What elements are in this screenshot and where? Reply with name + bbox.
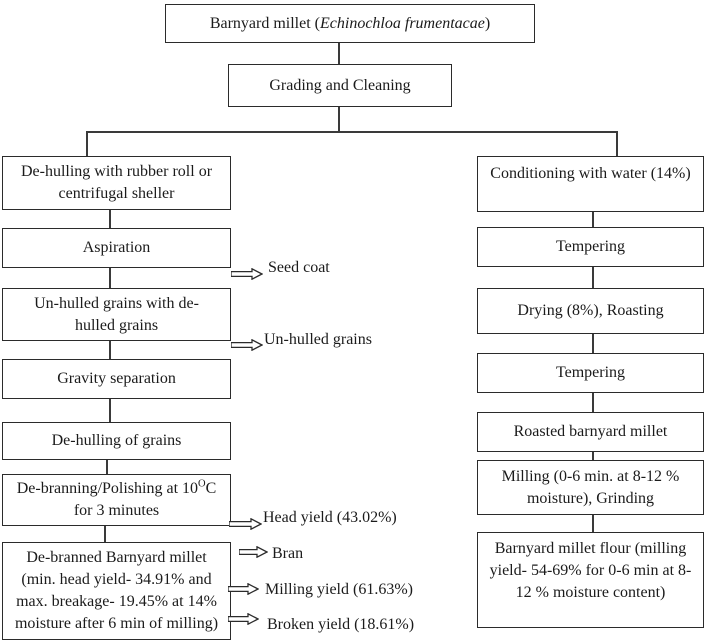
connector-line	[109, 399, 111, 422]
box-text-line: hulled grains	[74, 316, 159, 334]
box-text-line: Tempering	[555, 364, 626, 381]
connector-line	[616, 131, 618, 156]
connector-line	[338, 43, 340, 64]
connector-line	[338, 107, 340, 131]
flow-box-dehulling-grains: De-hulling of grains	[2, 422, 231, 460]
flow-box-tempering-2: Tempering	[477, 353, 704, 393]
box-text-line: Gravity separation	[57, 370, 176, 387]
output-label-milling-yield: Milling yield (61.63%)	[265, 581, 413, 598]
connector-line	[86, 131, 618, 133]
connector-line	[592, 452, 594, 460]
block-arrow-icon	[239, 546, 268, 558]
flow-box-aspiration: Aspiration	[2, 228, 231, 268]
flow-box-tempering-1: Tempering	[477, 227, 704, 267]
box-text-line: Aspiration	[82, 239, 151, 256]
connector-line	[104, 526, 106, 542]
flow-box-milling-grinding: Milling (0-6 min. at 8-12 % moisture), G…	[477, 460, 704, 515]
box-text-line: De-branning/Polishing at 10OC	[16, 478, 217, 497]
box-text-line: Roasted barnyard millet	[513, 423, 668, 440]
box-text-line: Milling (0-6 min. at 8-12 %	[501, 467, 680, 485]
output-label-unhulled-grains: Un-hulled grains	[264, 331, 372, 348]
block-arrow-icon	[231, 339, 263, 351]
block-arrow-icon	[229, 518, 262, 530]
flow-box-drying-roasting: Drying (8%), Roasting	[477, 288, 704, 334]
box-text-line: Barnyard millet (Echinochloa frumentacae…	[209, 14, 491, 32]
box-text-line: Grading and Cleaning	[269, 76, 411, 94]
connector-line	[592, 334, 594, 353]
box-text-line: De-hulling with rubber roll or	[20, 163, 213, 180]
output-label-bran: Bran	[272, 545, 304, 562]
flow-box-millet-flour: Barnyard millet flour (milling yield- 54…	[477, 532, 704, 628]
box-text-line: De-branned Barnyard millet	[26, 549, 207, 566]
output-label-head-yield: Head yield (43.02%)	[263, 509, 397, 526]
box-text-line: (min. head yield- 34.91% and	[21, 571, 212, 588]
box-text-line: moisture), Grinding	[526, 489, 655, 507]
box-text-line: for 3 minutes	[73, 502, 160, 519]
block-arrow-icon	[228, 613, 259, 625]
flow-box-debranned-millet: De-branned Barnyard millet (min. head yi…	[2, 542, 231, 640]
connector-line	[109, 210, 111, 228]
box-text-line: moisture after 6 min of milling)	[14, 615, 219, 632]
output-label-broken-yield: Broken yield (18.61%)	[267, 616, 415, 633]
connector-line	[592, 393, 594, 412]
species-name: Echinochloa frumentacae	[320, 14, 485, 32]
output-label-seed-coat: Seed coat	[268, 259, 330, 276]
superscript-degree: O	[198, 478, 206, 490]
flow-box-conditioning: Conditioning with water (14%)	[477, 156, 704, 212]
flow-box-unhulled-mix: Un-hulled grains with de- hulled grains	[2, 288, 231, 341]
box-text-line: Drying (8%), Roasting	[517, 302, 664, 319]
flow-box-grading-cleaning: Grading and Cleaning	[228, 64, 452, 107]
box-text-line: max. breakage- 19.45% at 14%	[16, 593, 217, 610]
block-arrow-icon	[231, 268, 263, 280]
flow-box-barnyard-millet: Barnyard millet (Echinochloa frumentacae…	[165, 4, 535, 43]
flow-box-dehulling-sheller: De-hulling with rubber roll or centrifug…	[2, 156, 231, 210]
block-arrow-icon	[228, 583, 259, 595]
connector-line	[592, 515, 594, 532]
connector-line	[109, 268, 111, 288]
box-text-line: 12 % moisture content)	[515, 584, 666, 601]
box-text-line: centrifugal sheller	[58, 185, 175, 202]
box-text-line: yield- 54-69% for 0-6 min at 8-	[489, 562, 692, 579]
flow-box-debranning-polishing: De-branning/Polishing at 10OC for 3 minu…	[2, 474, 231, 526]
connector-line	[592, 212, 594, 227]
flow-box-gravity-separation: Gravity separation	[2, 359, 231, 399]
connector-line	[109, 341, 111, 359]
flow-box-roasted-millet: Roasted barnyard millet	[477, 412, 704, 452]
box-text-line: Conditioning with water (14%)	[490, 165, 691, 182]
box-text-line: Un-hulled grains with de-	[34, 294, 199, 312]
connector-line	[106, 460, 108, 474]
box-text-line: Barnyard millet flour (milling	[494, 540, 687, 557]
box-text-line: Tempering	[555, 238, 626, 255]
connector-line	[592, 267, 594, 288]
connector-line	[86, 131, 88, 156]
box-text-line: De-hulling of grains	[51, 432, 182, 449]
